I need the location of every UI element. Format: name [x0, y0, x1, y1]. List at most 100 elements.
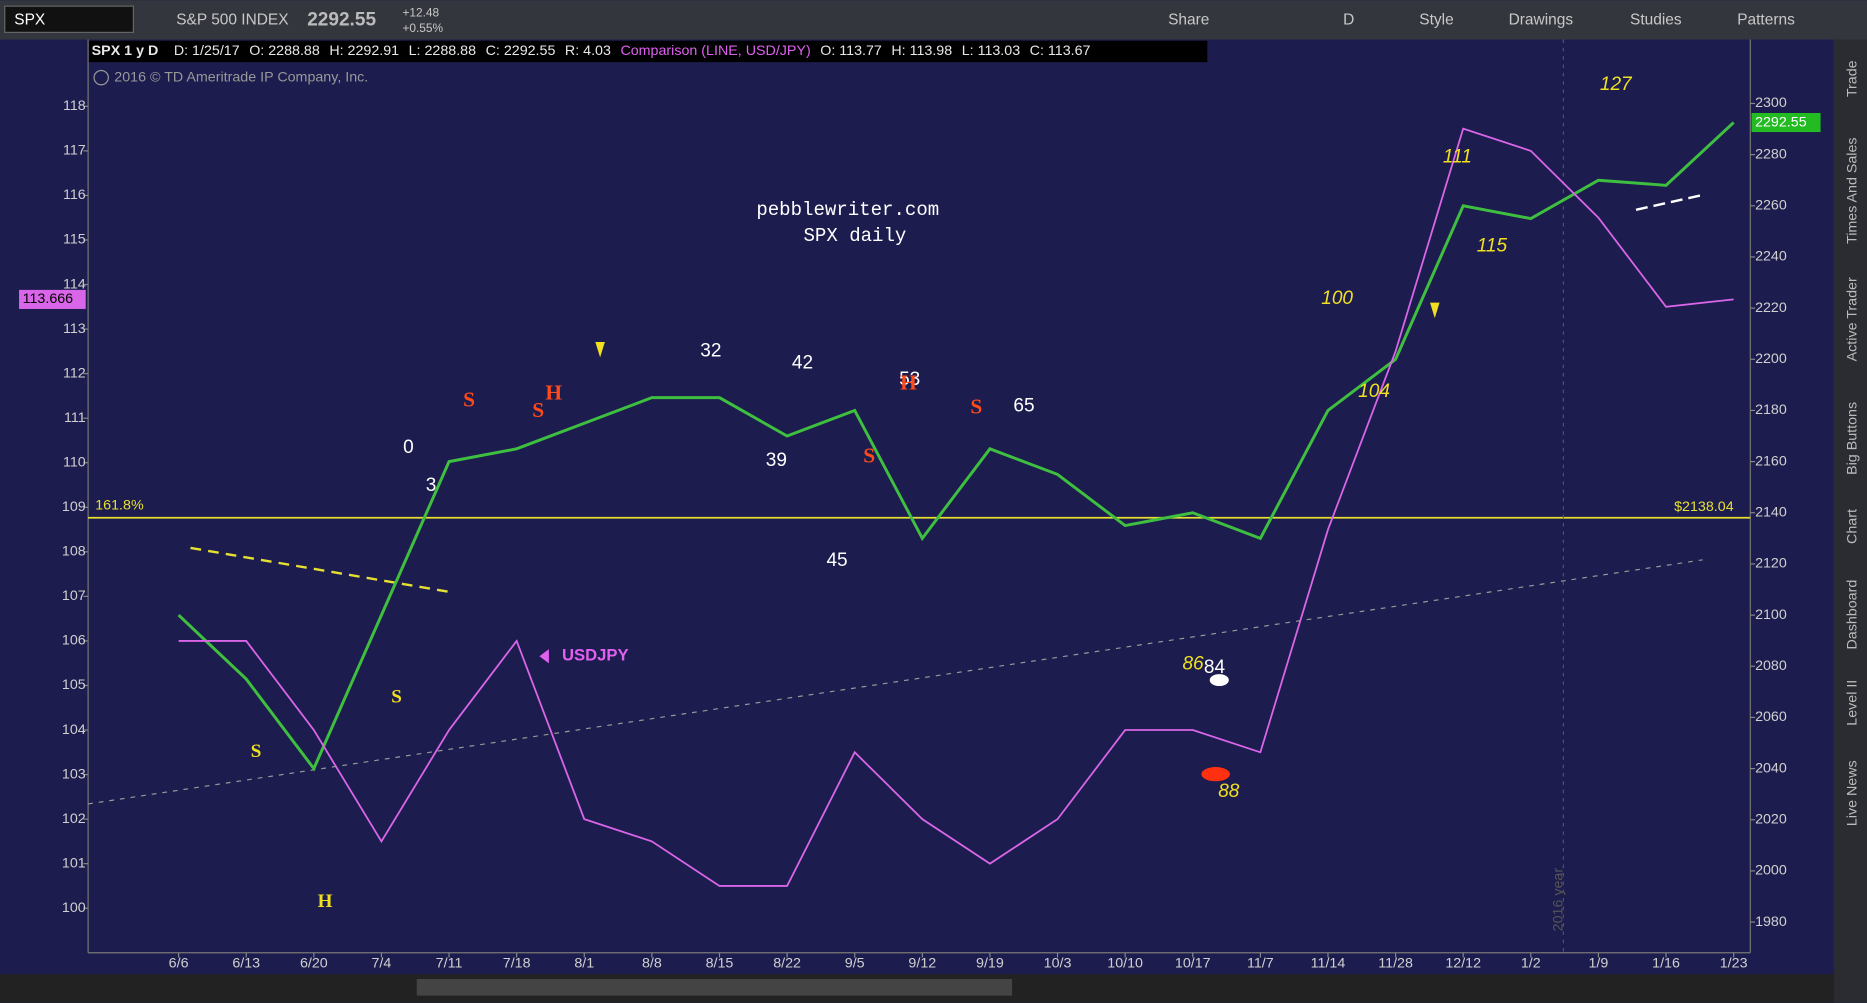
wave-label: S [463, 387, 475, 411]
trend-line [190, 546, 451, 594]
y2-tick-label: 112 [63, 365, 86, 381]
y2-tick-label: 115 [63, 232, 86, 248]
chart-subtitle: SPX daily [803, 225, 906, 247]
wave-label: 53 [899, 369, 920, 390]
y-tick-label: 2100 [1755, 607, 1787, 623]
wave-label: 42 [792, 352, 813, 373]
x-tick-label: 1/16 [1652, 955, 1680, 971]
wave-label: 65 [1013, 395, 1034, 416]
wave-label: S [532, 398, 544, 422]
price-tag [19, 289, 86, 309]
toolbar-button[interactable]: Drawings [1509, 12, 1574, 29]
x-tick-label: 9/19 [976, 955, 1004, 971]
price-tag-label: 2292.55 [1755, 114, 1807, 130]
header-fields: D: 1/25/17 O: 2288.88 H: 2292.91 L: 2288.88… [174, 43, 1091, 59]
study-label: SPX 1 y D [92, 43, 159, 59]
x-tick-label: 7/18 [503, 955, 531, 971]
toolbar-button[interactable]: D [1343, 12, 1354, 29]
y2-tick-label: 102 [62, 811, 86, 827]
y-tick-label: 2240 [1755, 249, 1787, 265]
symbol: SPX [14, 12, 45, 29]
y2-tick-label: 101 [62, 855, 86, 871]
x-tick-label: 11/28 [1378, 955, 1413, 971]
x-tick-label: 7/4 [372, 955, 392, 971]
wave-label: H [318, 891, 333, 912]
wave-label: 32 [700, 341, 721, 362]
x-tick-label: 9/12 [908, 955, 936, 971]
y-tick-label: 2220 [1755, 300, 1787, 316]
y-tick-label: 2200 [1755, 351, 1787, 367]
wave-label: S [391, 686, 402, 707]
x-tick-label: 10/17 [1175, 955, 1211, 971]
wave-label: 111 [1443, 146, 1472, 167]
x-tick-label: 9/5 [845, 955, 865, 971]
y2-tick-label: 104 [62, 722, 86, 738]
y2-tick-label: 113 [63, 321, 86, 337]
y-tick-label: 2280 [1755, 146, 1787, 162]
comparison-field: L: 113.03 [962, 43, 1020, 59]
y2-tick-label: 106 [62, 633, 86, 649]
wave-label: 104 [1358, 381, 1390, 402]
y2-tick-label: 109 [62, 499, 86, 515]
x-tick-label: 7/11 [436, 955, 463, 971]
y-tick-label: 2080 [1755, 658, 1787, 674]
wave-label: H [900, 371, 917, 395]
trend-line [88, 559, 1703, 805]
arrow [595, 341, 605, 358]
wave-label: 39 [766, 450, 787, 471]
side-panel [1833, 39, 1867, 1003]
marker [1209, 674, 1229, 687]
fib-label: 161.8% [95, 498, 144, 514]
series-label: USDJPY [562, 646, 629, 665]
side-tab: Big Buttons [1844, 402, 1860, 475]
y-tick-label: 2000 [1755, 863, 1787, 879]
series-line [177, 121, 1735, 772]
toolbar-button[interactable]: Studies [1630, 12, 1682, 29]
last-price: 2292.55 [307, 9, 376, 30]
header-field: C: 2292.55 [486, 43, 556, 59]
x-tick-label: 1/23 [1720, 955, 1748, 971]
comparison-field: C: 113.67 [1030, 43, 1091, 59]
x-tick-label: 1/2 [1521, 955, 1541, 971]
reference-label: $2138.04 [1674, 499, 1734, 515]
year-marker: 2016 year [1550, 868, 1566, 932]
header-field: D: 1/25/17 [174, 43, 240, 59]
chart-title: pebblewriter.com [756, 199, 939, 221]
y-tick-label: 2160 [1755, 453, 1787, 469]
comparison-field: H: 113.98 [891, 43, 952, 59]
x-tick-label: 11/7 [1247, 955, 1274, 971]
y2-tick-label: 108 [62, 544, 86, 560]
wave-label: 86 [1182, 654, 1204, 675]
side-tabs: Trade Times And Sales Active Trader Big But… [1844, 60, 1860, 826]
wave-label: S [251, 741, 262, 762]
y-tick-label: 2040 [1755, 760, 1787, 776]
y-tick-label: 2300 [1755, 95, 1787, 111]
y-tick-label: 2180 [1755, 402, 1787, 418]
y2-tick-label: 100 [62, 900, 86, 916]
wave-label: S [970, 395, 982, 419]
toolbar-button[interactable]: Style [1419, 12, 1453, 29]
x-tick-label: 6/6 [169, 955, 189, 971]
y2-tick-label: 118 [63, 98, 86, 114]
toolbar-button[interactable]: Patterns [1737, 12, 1795, 29]
y2-tick-label: 110 [63, 454, 86, 470]
scroll-thumb[interactable] [416, 978, 1013, 996]
wave-label: 88 [1218, 781, 1240, 802]
y-tick-label: 1980 [1755, 914, 1787, 930]
toolbar [0, 0, 1867, 40]
change-pct: +0.55% [402, 21, 443, 35]
x-tick-label: 8/1 [574, 955, 594, 971]
marker [1201, 767, 1230, 782]
x-tick-label: 8/8 [642, 955, 662, 971]
price-tag-label: 113.666 [23, 291, 74, 307]
wave-label: 3 [426, 475, 437, 496]
toolbar-button[interactable]: Share [1168, 12, 1209, 29]
header-field: H: 2292.91 [329, 43, 399, 59]
y2-tick-label: 116 [63, 187, 86, 203]
header-field: L: 2288.88 [409, 43, 476, 59]
symbol-box[interactable] [4, 5, 134, 33]
wave-label: H [545, 380, 562, 404]
x-tick-label: 10/10 [1107, 955, 1143, 971]
